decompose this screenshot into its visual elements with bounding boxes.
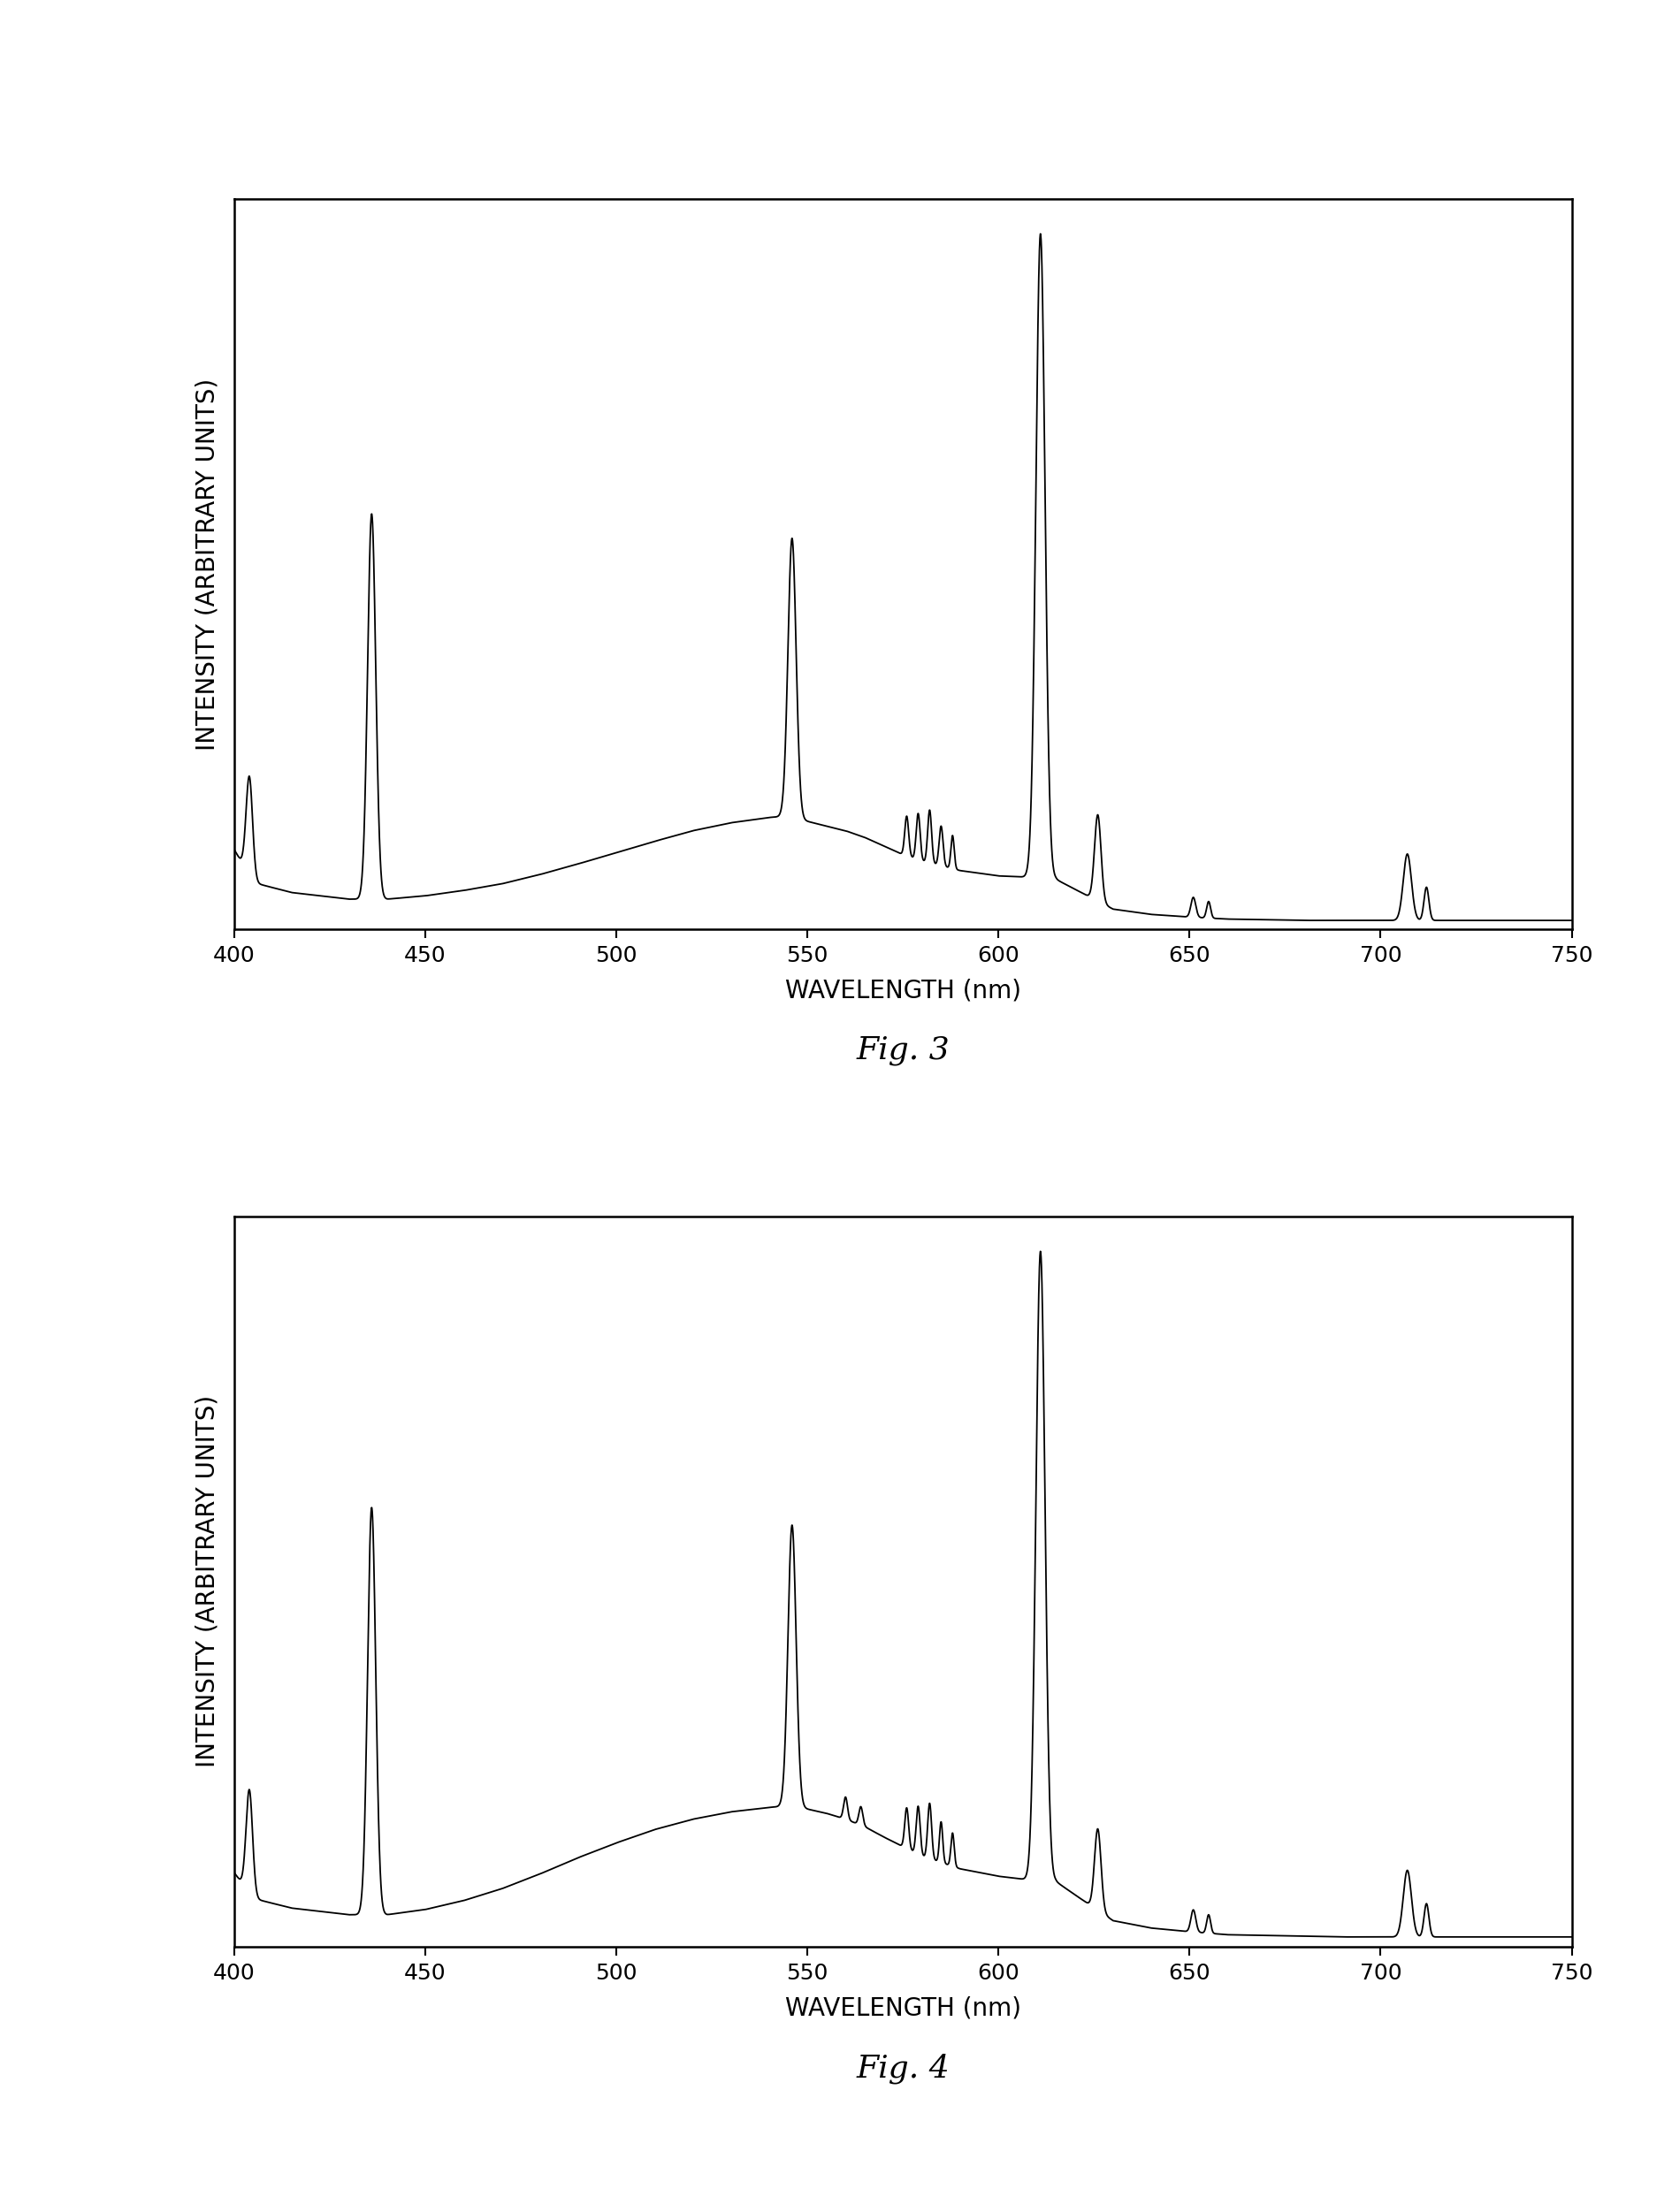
Text: Fig. 3: Fig. 3 (856, 1035, 950, 1066)
X-axis label: WAVELENGTH (nm): WAVELENGTH (nm) (784, 978, 1022, 1004)
Y-axis label: INTENSITY (ARBITRARY UNITS): INTENSITY (ARBITRARY UNITS) (194, 378, 219, 750)
X-axis label: WAVELENGTH (nm): WAVELENGTH (nm) (784, 1995, 1022, 2022)
Text: Fig. 4: Fig. 4 (856, 2053, 950, 2084)
Y-axis label: INTENSITY (ARBITRARY UNITS): INTENSITY (ARBITRARY UNITS) (194, 1396, 219, 1767)
